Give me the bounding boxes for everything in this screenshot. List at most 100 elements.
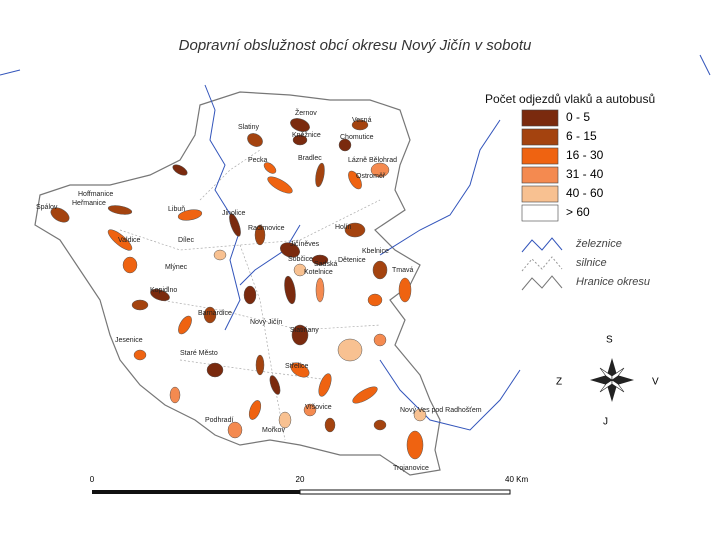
municipality bbox=[248, 400, 262, 420]
municipality bbox=[315, 277, 325, 303]
legend-line-label: Hranice okresu bbox=[576, 276, 650, 288]
scale-label: 20 bbox=[296, 475, 305, 484]
municipality bbox=[50, 207, 70, 223]
legend: Počet odjezdů vlaků a autobusů 0 - 5 6 - … bbox=[485, 92, 655, 291]
municipality bbox=[267, 176, 293, 194]
municipality bbox=[107, 205, 133, 215]
legend-label: 31 - 40 bbox=[566, 167, 604, 181]
municipalities bbox=[50, 118, 427, 460]
place-label: Hoffmanice bbox=[78, 191, 113, 198]
legend-line-label: silnice bbox=[576, 257, 607, 269]
municipality bbox=[280, 242, 300, 258]
municipality bbox=[290, 362, 310, 378]
legend-label: 16 - 30 bbox=[566, 148, 604, 162]
municipality bbox=[227, 421, 243, 439]
municipality bbox=[284, 275, 296, 305]
municipality bbox=[229, 213, 241, 237]
municipality bbox=[213, 249, 227, 261]
municipality bbox=[254, 224, 266, 246]
municipality bbox=[243, 285, 257, 305]
municipality bbox=[398, 277, 412, 303]
municipality bbox=[122, 256, 138, 274]
municipality bbox=[206, 362, 224, 378]
municipality bbox=[278, 411, 292, 429]
municipality bbox=[150, 288, 170, 302]
place-label: Slatiny bbox=[238, 124, 260, 131]
place-label: Staré Město bbox=[180, 350, 218, 357]
compass-north: S bbox=[606, 335, 613, 346]
municipality bbox=[373, 419, 387, 431]
municipality bbox=[348, 170, 362, 190]
map-title: Dopravní obslužnost obcí okresu Nový Jič… bbox=[179, 37, 532, 54]
municipality bbox=[293, 263, 307, 277]
place-label: Slatiňany bbox=[290, 327, 319, 334]
place-label: Nový Ves pod Radhošťem bbox=[400, 407, 482, 414]
municipality bbox=[177, 209, 203, 221]
place-label: Pecka bbox=[248, 157, 268, 164]
place-label: Heřmanice bbox=[72, 200, 106, 207]
place-label: Kněžnice bbox=[292, 132, 321, 139]
scale-bar: 0 20 40 Km bbox=[90, 475, 528, 495]
municipality bbox=[413, 408, 427, 422]
municipality bbox=[318, 373, 332, 397]
place-label: Libuň bbox=[168, 206, 185, 213]
legend-swatch bbox=[521, 185, 559, 203]
legend-swatch bbox=[521, 128, 559, 146]
municipality bbox=[247, 133, 263, 147]
municipality bbox=[367, 293, 383, 307]
municipality bbox=[172, 164, 188, 176]
municipality bbox=[255, 354, 265, 376]
place-label: Jesenice bbox=[115, 337, 143, 344]
compass-east: V bbox=[652, 377, 659, 388]
municipality bbox=[131, 299, 149, 311]
place-label: Kopidlno bbox=[150, 287, 177, 294]
municipality bbox=[337, 338, 363, 362]
municipality bbox=[178, 315, 192, 335]
place-label: Sobčice bbox=[288, 256, 313, 263]
legend-label: > 60 bbox=[566, 205, 590, 219]
place-label: Mlýnec bbox=[165, 264, 188, 271]
place-label: Tmavá bbox=[392, 267, 414, 274]
municipality bbox=[303, 403, 317, 417]
place-label: Sadská bbox=[314, 261, 337, 268]
place-label: Podhradí bbox=[205, 417, 233, 424]
compass-west: Z bbox=[556, 377, 562, 388]
legend-swatch bbox=[521, 147, 559, 165]
place-label: Trojanovice bbox=[393, 465, 429, 472]
place-label: Spálov bbox=[36, 204, 58, 211]
place-label: Vršovice bbox=[305, 404, 332, 411]
place-label: Radimovice bbox=[248, 225, 285, 232]
place-labels: Žernov Vesná Slatiny Kněžnice Chomutice Pecka… bbox=[36, 108, 482, 472]
place-label: Kotelnice bbox=[304, 269, 333, 276]
municipality bbox=[352, 386, 378, 404]
municipality bbox=[406, 430, 424, 460]
place-label: Jičíněves bbox=[290, 241, 320, 248]
legend-items: 0 - 5 6 - 15 16 - 30 31 - 40 40 - 60 > 60 žele… bbox=[521, 109, 650, 291]
rivers bbox=[0, 54, 711, 431]
municipality bbox=[315, 162, 325, 188]
place-label: Nový Jičín bbox=[250, 319, 282, 326]
district-boundary bbox=[34, 91, 441, 476]
municipality bbox=[351, 119, 369, 131]
legend-label: 6 - 15 bbox=[566, 129, 597, 143]
legend-swatch bbox=[521, 204, 559, 222]
place-label: Kbelnice bbox=[362, 248, 389, 255]
place-label: Střelice bbox=[285, 363, 308, 370]
scale-label: 0 bbox=[90, 475, 95, 484]
municipality bbox=[290, 118, 310, 132]
municipality bbox=[292, 134, 308, 146]
municipality bbox=[372, 260, 388, 280]
municipality bbox=[263, 162, 277, 174]
place-label: Dětenice bbox=[338, 257, 366, 264]
legend-line-label: železnice bbox=[575, 238, 622, 250]
municipality bbox=[107, 229, 133, 251]
place-label: Jinolice bbox=[222, 210, 245, 217]
compass: S Z V J bbox=[556, 335, 659, 428]
legend-label: 0 - 5 bbox=[566, 110, 590, 124]
place-label: Valdice bbox=[118, 237, 141, 244]
place-label: Mořkov bbox=[262, 427, 285, 434]
place-label: Ostroměř bbox=[356, 173, 386, 180]
municipality bbox=[324, 417, 336, 433]
municipality bbox=[291, 324, 309, 346]
legend-title: Počet odjezdů vlaků a autobusů bbox=[485, 92, 655, 106]
